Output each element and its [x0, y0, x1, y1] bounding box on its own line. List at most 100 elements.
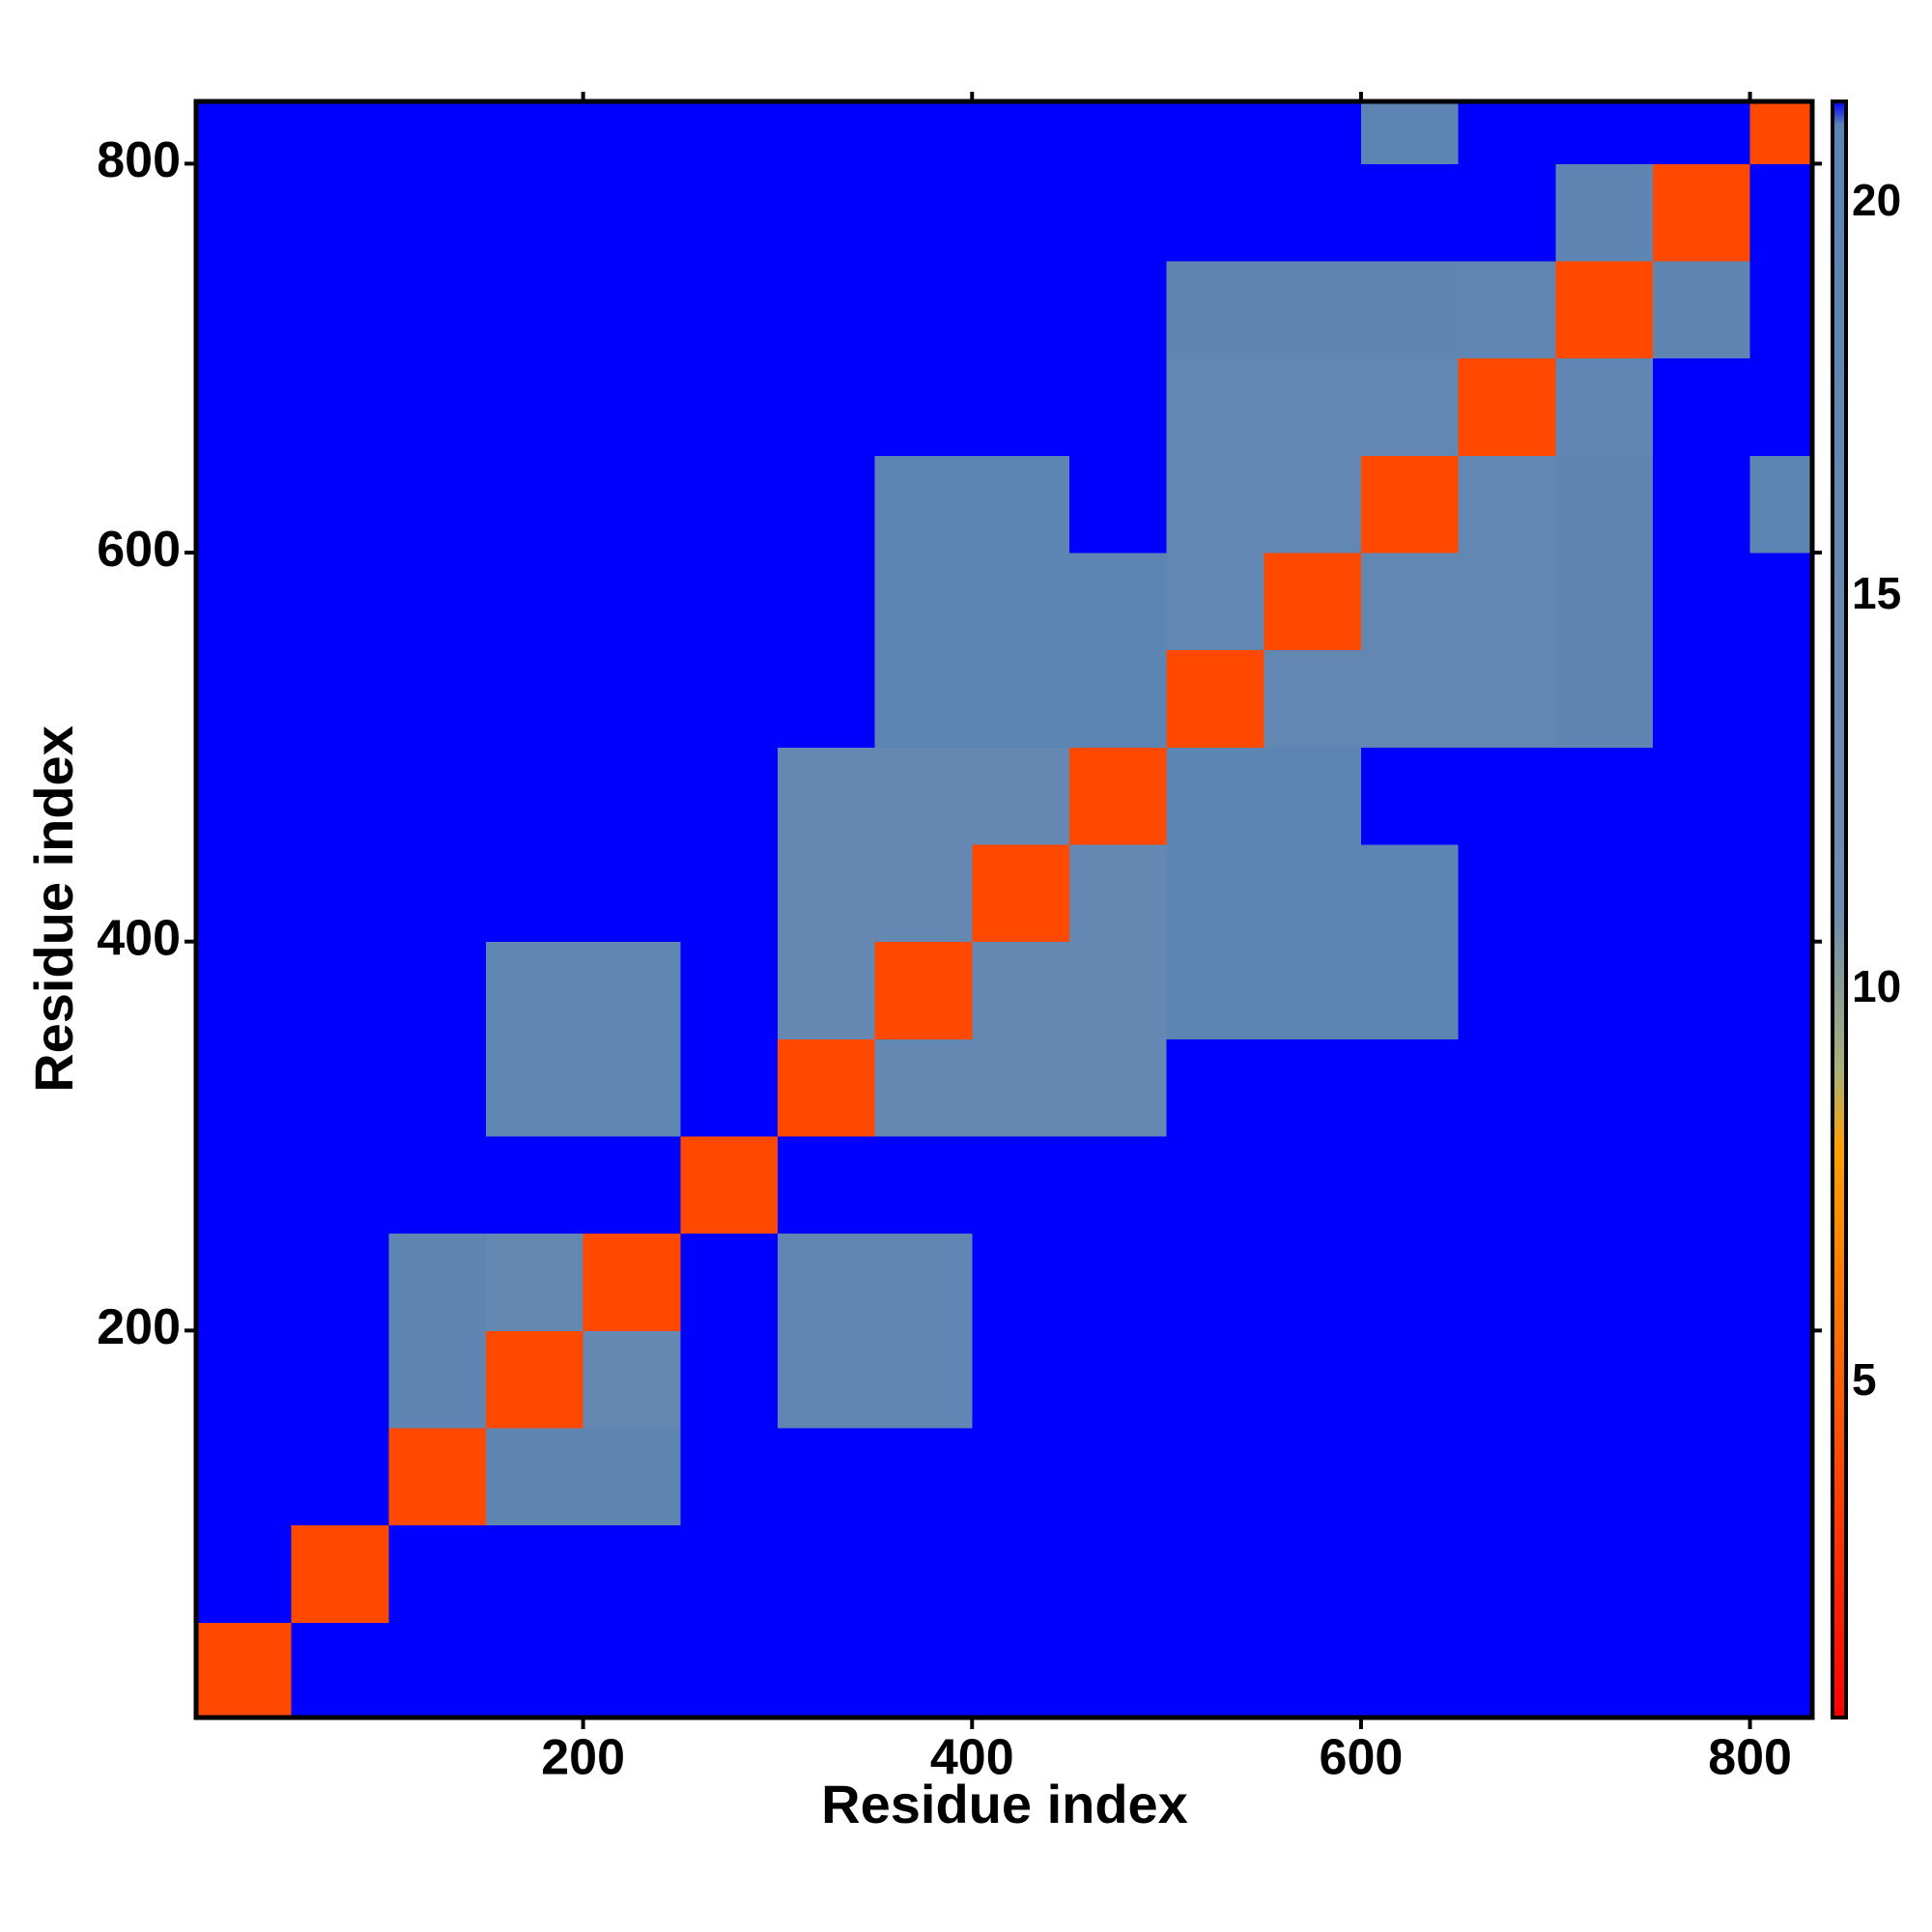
heatmap-cell — [1652, 1038, 1751, 1137]
heatmap-cell — [1555, 941, 1654, 1039]
heatmap-cell — [196, 844, 293, 943]
heatmap-cell — [1264, 1136, 1362, 1235]
heatmap-cell — [388, 1622, 487, 1719]
heatmap-cell — [1360, 1233, 1460, 1331]
heatmap-cell — [1264, 649, 1362, 748]
heatmap-cell — [1458, 844, 1556, 943]
heatmap-cell — [196, 455, 293, 554]
heatmap-cell — [388, 649, 487, 748]
heatmap-cell — [1652, 844, 1751, 943]
heatmap-cell — [1166, 553, 1264, 651]
heatmap-cell — [680, 261, 779, 359]
heatmap-cell — [1360, 101, 1460, 164]
heatmap-cell — [777, 261, 876, 359]
heatmap-cell — [1166, 455, 1264, 554]
y-tick-label: 400 — [97, 910, 181, 966]
heatmap-cell — [777, 1428, 876, 1526]
heatmap-cell — [1652, 553, 1751, 651]
heatmap-cell — [582, 1136, 681, 1235]
heatmap-cell — [777, 941, 876, 1039]
heatmap-cell — [582, 1524, 681, 1623]
heatmap-cell — [1360, 747, 1460, 845]
heatmap-cell — [1458, 941, 1556, 1039]
heatmap-cell — [1749, 1330, 1813, 1429]
x-tick-label: 600 — [1320, 1730, 1404, 1786]
heatmap-cell — [874, 553, 973, 651]
heatmap-cell — [874, 649, 973, 748]
heatmap-cell — [1458, 747, 1556, 845]
heatmap-cell — [874, 747, 973, 845]
heatmap-cell — [1749, 101, 1813, 164]
heatmap-cell — [874, 1622, 973, 1719]
heatmap-cell — [777, 844, 876, 943]
heatmap-cell — [582, 553, 681, 651]
heatmap-cell — [777, 163, 876, 262]
heatmap-cell — [680, 357, 779, 456]
heatmap-cell — [291, 649, 389, 748]
heatmap-cell — [388, 261, 487, 359]
heatmap-cell — [1749, 1233, 1813, 1331]
heatmap-cell — [1166, 1524, 1264, 1623]
heatmap-cell — [1555, 553, 1654, 651]
heatmap-cell — [388, 747, 487, 845]
heatmap-cell — [388, 941, 487, 1039]
heatmap-cell — [1264, 844, 1362, 943]
heatmap-cell — [777, 649, 876, 748]
heatmap-cell — [1555, 1622, 1654, 1719]
x-tick-label: 800 — [1708, 1730, 1792, 1786]
heatmap-cell — [1652, 1428, 1751, 1526]
heatmap-cell — [1749, 163, 1813, 262]
heatmap-cell — [874, 941, 973, 1039]
heatmap-cell — [1166, 1330, 1264, 1429]
heatmap-cell — [972, 844, 1070, 943]
heatmap-cell — [680, 1038, 779, 1137]
x-tick-label: 400 — [930, 1730, 1014, 1786]
heatmap-cell — [485, 101, 584, 164]
heatmap — [196, 101, 1813, 1719]
heatmap-cell — [196, 747, 293, 845]
heatmap-cell — [1166, 747, 1264, 845]
heatmap-cell — [1555, 455, 1654, 554]
heatmap-cell — [582, 649, 681, 748]
heatmap-cell — [680, 1330, 779, 1429]
heatmap-cell — [582, 844, 681, 943]
heatmap-cell — [196, 261, 293, 359]
heatmap-cell — [972, 101, 1070, 164]
heatmap-cell — [1360, 844, 1460, 943]
heatmap-cell — [1555, 1428, 1654, 1526]
heatmap-cell — [874, 455, 973, 554]
heatmap-cell — [291, 1330, 389, 1429]
heatmap-cell — [1264, 1524, 1362, 1623]
heatmap-cell — [291, 1428, 389, 1526]
heatmap-cell — [196, 553, 293, 651]
heatmap-cell — [196, 1330, 293, 1429]
heatmap-cell — [1068, 1622, 1168, 1719]
heatmap-cell — [972, 553, 1070, 651]
heatmap-cell — [1749, 649, 1813, 748]
heatmap-cell — [1458, 1233, 1556, 1331]
heatmap-cell — [1068, 941, 1168, 1039]
heatmap-cell — [1166, 1038, 1264, 1137]
heatmap-cell — [582, 101, 681, 164]
heatmap-cell — [1264, 357, 1362, 456]
heatmap-cell — [1166, 844, 1264, 943]
heatmap-cell — [874, 1136, 973, 1235]
heatmap-cell — [388, 1233, 487, 1331]
heatmap-cell — [1360, 1136, 1460, 1235]
heatmap-cell — [388, 1524, 487, 1623]
heatmap-cell — [1458, 1330, 1556, 1429]
heatmap-cell — [1068, 455, 1168, 554]
heatmap-cell — [582, 1622, 681, 1719]
heatmap-cell — [485, 1622, 584, 1719]
heatmap-cell — [196, 1136, 293, 1235]
heatmap-cell — [777, 553, 876, 651]
heatmap-cell — [1555, 1136, 1654, 1235]
heatmap-cell — [1264, 455, 1362, 554]
heatmap-cell — [1458, 1622, 1556, 1719]
y-tick-label: 200 — [97, 1299, 181, 1355]
heatmap-cell — [1264, 1428, 1362, 1526]
heatmap-cell — [1458, 261, 1556, 359]
heatmap-cell — [582, 1038, 681, 1137]
heatmap-cell — [485, 163, 584, 262]
heatmap-cell — [972, 649, 1070, 748]
